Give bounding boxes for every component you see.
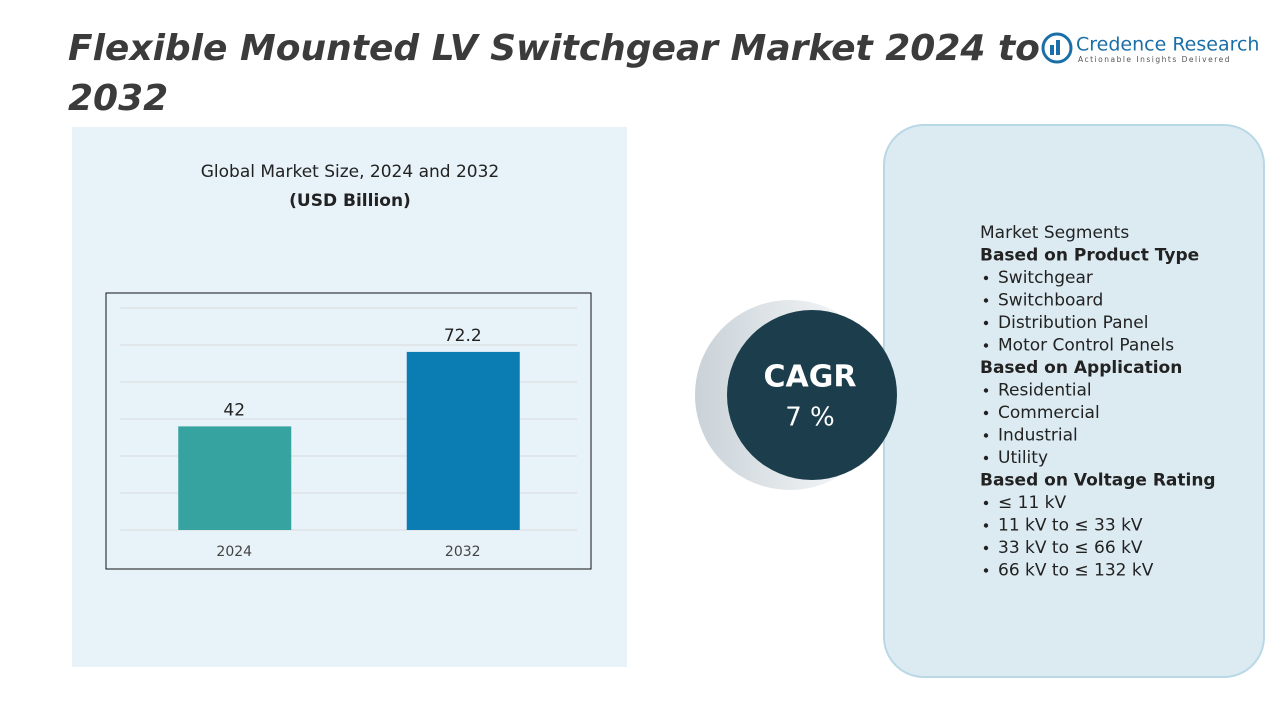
logo-name: Credence Research [1076, 34, 1259, 56]
segment-heading: Based on Application [980, 358, 1182, 378]
segment-item: Industrial [998, 426, 1078, 446]
logo-icon [1056, 40, 1060, 55]
segment-heading: Based on Product Type [980, 246, 1199, 266]
segment-item: ≤ 11 kV [998, 493, 1067, 513]
bullet [983, 275, 989, 281]
logo-icon [1050, 45, 1054, 55]
x-tick-label: 2024 [216, 544, 252, 560]
segment-heading: Based on Voltage Rating [980, 471, 1216, 491]
segment-item: Residential [998, 381, 1092, 401]
bullet [983, 298, 989, 303]
cagr-label: CAGR [764, 360, 857, 395]
bullet [983, 545, 989, 551]
segment-item: Utility [998, 448, 1048, 468]
segment-item: 66 kV to ≤ 132 kV [998, 561, 1154, 581]
logo-tagline: Actionable Insights Delivered [1078, 55, 1231, 64]
bullet [983, 388, 989, 393]
page-title: Flexible Mounted LV Switchgear Market 20… [68, 28, 1052, 119]
segment-item: Motor Control Panels [998, 336, 1174, 356]
segment-item: Switchgear [998, 268, 1093, 288]
value-label: 72.2 [444, 326, 482, 346]
chart-frame [105, 292, 592, 570]
title-line: 2032 [68, 78, 168, 119]
bullet [983, 500, 989, 506]
bar [406, 351, 520, 530]
title-line: Flexible Mounted LV Switchgear Market 20… [68, 28, 1040, 69]
bullet [983, 410, 989, 416]
bar [178, 426, 292, 530]
segment-item: Switchboard [998, 291, 1103, 311]
segment-item: 33 kV to ≤ 66 kV [998, 538, 1143, 558]
logo-icon [1041, 32, 1073, 64]
bullet [983, 523, 989, 528]
segment-item: Commercial [998, 403, 1100, 423]
chart-title: Global Market Size, 2024 and 2032 [201, 162, 500, 182]
segment-item: 11 kV to ≤ 33 kV [998, 516, 1143, 536]
segments-title: Market Segments [980, 223, 1129, 243]
bullet [983, 433, 989, 438]
bullet [983, 343, 989, 348]
bullet [983, 568, 989, 573]
x-tick-label: 2032 [445, 544, 481, 560]
logo: Credence Research Actionable Insights De… [1041, 32, 1259, 64]
left-panel [72, 127, 627, 667]
value-label: 42 [223, 400, 245, 420]
cagr-value: 7 % [785, 403, 835, 433]
bullet [983, 320, 989, 326]
segment-item: Distribution Panel [998, 313, 1148, 333]
chart-subtitle: (USD Billion) [289, 191, 411, 211]
segments-panel [883, 124, 1265, 678]
cagr-circle [727, 310, 897, 480]
bullet [983, 455, 989, 461]
